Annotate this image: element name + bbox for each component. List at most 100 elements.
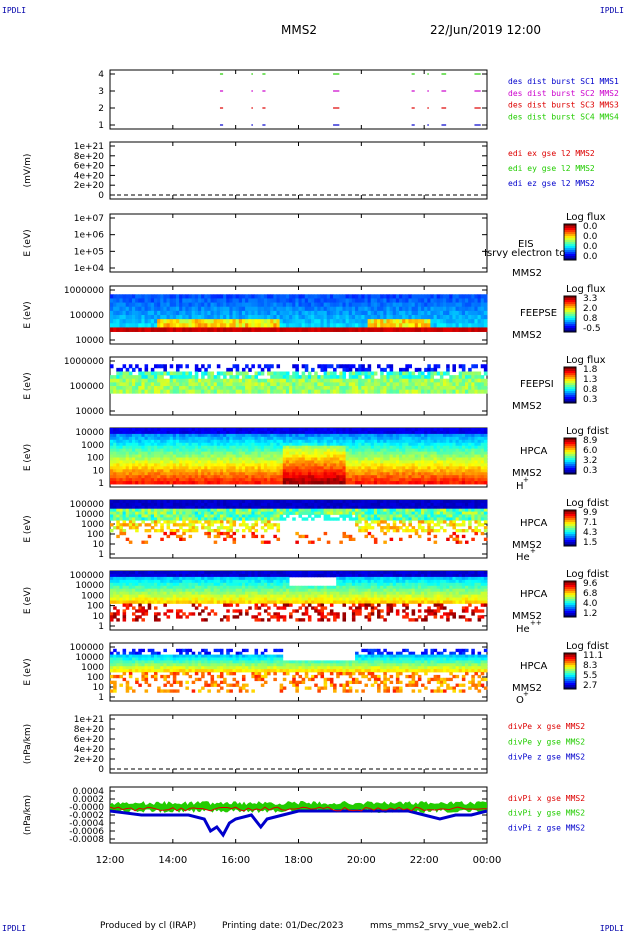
spectrogram-cell [465,436,469,441]
spectrogram-cell [235,375,240,380]
spectrogram-cell [367,375,372,380]
spectrogram-cell [204,367,208,372]
spectrogram-cell [128,454,133,458]
spectrogram-cell [226,505,230,510]
spectrogram-cell [433,451,438,455]
spectrogram-cell [383,386,387,391]
spectrogram-cell [342,463,347,467]
legend-entry: des dist burst SC1 MMS1 [508,77,619,86]
spectrogram-cell [430,469,434,473]
spectrogram-cell [135,375,139,380]
spectrogram-cell [455,389,460,394]
spectrogram-cell [461,378,466,383]
spectrogram-cell [452,475,456,479]
spectrogram-cell [125,511,130,515]
spectrogram-cell [392,306,397,312]
spectrogram-cell [311,451,315,455]
spectrogram-cell [295,451,299,455]
spectrogram-cell [267,475,271,479]
spectrogram-cell [260,457,265,461]
spectrogram-cell [172,382,177,387]
spectrogram-cell [169,466,174,470]
spectrogram-cell [383,472,387,476]
spectrogram-cell [301,364,306,369]
spectrogram-cell [455,430,460,435]
spectrogram-cell [395,469,400,473]
spectrogram-cell [157,472,161,476]
spectrogram-cell [207,481,211,485]
spectrogram-cell [122,517,127,521]
spectrogram-cell [122,514,127,518]
spectrogram-cell [273,472,277,476]
spectrogram-cell [175,469,180,473]
spectrogram-cell [216,463,221,467]
spectrogram-cell [452,315,456,320]
spectrogram-cell [292,463,296,467]
spectrogram-cell [292,386,296,391]
spectrogram-cell [320,428,325,432]
spectrogram-cell [436,306,441,312]
spectrogram-cell [188,302,193,308]
spectrogram-cell [358,378,362,383]
colorbar-frame [563,437,577,475]
spectrogram-cell [342,298,347,303]
spectrogram-cell [210,451,215,455]
spectrogram-cell [188,436,193,441]
spectrogram-cell [298,428,303,432]
spectrogram-cell [358,457,362,461]
spectrogram-cell [402,451,406,455]
spectrogram-cell [395,439,400,444]
spectrogram-cell [421,457,425,461]
spectrogram-cell [446,436,450,441]
spectrogram-cell [116,386,120,391]
spectrogram-cell [201,306,205,312]
spectrogram-cell [219,526,224,530]
spectrogram-cell [392,442,397,447]
spectrogram-cell [304,294,309,299]
spectrogram-cell [408,463,412,467]
spectrogram-cell [197,472,202,476]
spectrogram-cell [110,306,114,312]
spectrogram-cell [408,442,412,447]
spectrogram-cell [295,475,299,479]
spectrogram-cell [285,298,290,303]
spectrogram-cell [235,306,240,312]
spectrogram-cell [408,475,412,479]
spectrogram-cell [110,481,114,485]
spectrogram-cell [333,327,337,332]
spectrogram-cell [399,298,403,303]
spectrogram-cell [348,472,353,476]
spectrogram-cell [128,302,133,308]
spectrogram-cell [336,466,340,470]
spectrogram-cell [333,378,337,383]
spectrogram-cell [270,319,274,324]
spectrogram-cell [314,451,318,455]
spectrogram-cell [298,298,303,303]
spectrogram-cell [358,436,362,441]
spectrogram-cell [289,448,293,452]
spectrogram-cell [254,445,259,450]
spectrogram-cell [295,323,299,328]
spectrogram-cell [260,505,265,510]
spectrogram-cell [383,478,387,482]
spectrogram-cell [207,463,211,467]
spectrogram-cell [367,294,372,299]
spectrogram-cell [389,382,394,387]
spectrogram-cell [474,457,478,461]
spectrogram-cell [339,378,343,383]
spectrogram-cell [307,481,312,485]
spectrogram-cell [229,375,233,380]
spectrogram-cell [169,469,174,473]
spectrogram-cell [367,466,372,470]
spectrogram-cell [175,463,180,467]
spectrogram-cell [204,323,208,328]
spectrogram-cell [226,319,230,324]
spectrogram-cell [417,475,422,479]
spectrogram-cell [163,364,167,369]
spectrogram-cell [477,310,482,316]
spectrogram-cell [216,433,221,438]
spectrogram-cell [135,457,139,461]
spectrogram-cell [248,526,252,530]
spectrogram-cell [160,463,164,467]
spectrogram-cell [323,457,328,461]
